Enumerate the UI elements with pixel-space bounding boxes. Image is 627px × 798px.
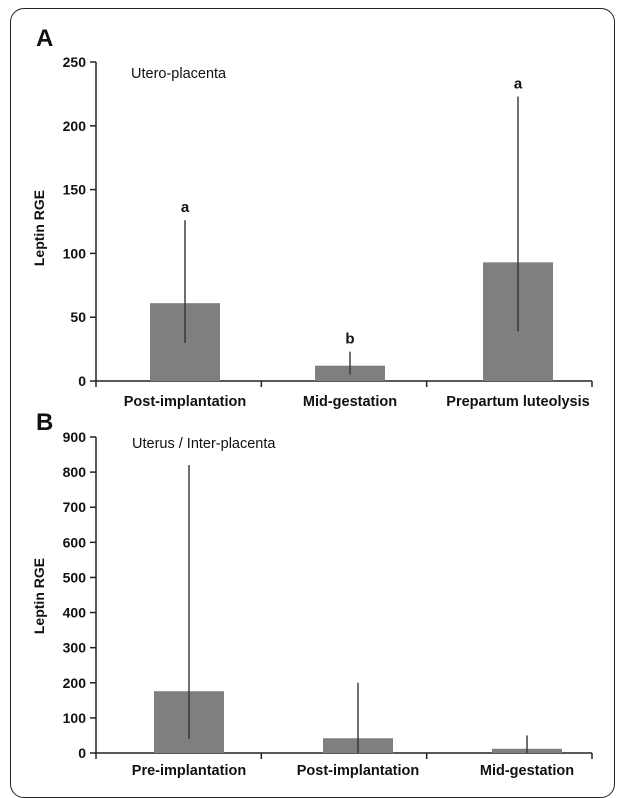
y-tick-label: 400 bbox=[63, 605, 87, 621]
figure-svg: A 0 50 100 150 200 250 Post-implantation a Mid-ge… bbox=[31, 25, 593, 779]
y-tick-label: 300 bbox=[63, 640, 87, 656]
significance-letter: a bbox=[181, 199, 190, 216]
y-tick-label: 200 bbox=[63, 675, 87, 691]
chart-title: Utero-placenta bbox=[131, 66, 227, 82]
panel-letter: B bbox=[36, 409, 53, 436]
x-category-label: Post-implantation bbox=[124, 394, 246, 410]
x-category-label: Prepartum luteolysis bbox=[446, 394, 589, 410]
y-tick-label: 500 bbox=[63, 569, 87, 585]
x-category-label: Mid-gestation bbox=[480, 763, 574, 779]
x-category-label: Mid-gestation bbox=[303, 394, 397, 410]
y-tick-label: 50 bbox=[70, 309, 86, 325]
significance-letter: a bbox=[514, 75, 523, 92]
y-tick-label: 0 bbox=[78, 745, 86, 761]
x-category-label: Pre-implantation bbox=[132, 763, 246, 779]
y-tick-label: 800 bbox=[63, 464, 87, 480]
y-tick-label: 0 bbox=[78, 373, 86, 389]
panel-letter: A bbox=[36, 25, 53, 52]
y-tick-label: 900 bbox=[63, 429, 87, 445]
y-axis-label: Leptin RGE bbox=[31, 558, 47, 634]
y-tick-label: 700 bbox=[63, 499, 87, 515]
significance-letter: b bbox=[345, 331, 354, 348]
x-category-label: Post-implantation bbox=[297, 763, 419, 779]
y-tick-label: 100 bbox=[63, 710, 87, 726]
y-tick-label: 250 bbox=[63, 54, 87, 70]
chart-title: Uterus / Inter-placenta bbox=[132, 436, 276, 452]
y-tick-label: 200 bbox=[63, 118, 87, 134]
y-tick-label: 600 bbox=[63, 534, 87, 550]
y-tick-label: 150 bbox=[63, 182, 87, 198]
y-tick-label: 100 bbox=[63, 245, 87, 261]
y-axis-label: Leptin RGE bbox=[31, 190, 47, 266]
